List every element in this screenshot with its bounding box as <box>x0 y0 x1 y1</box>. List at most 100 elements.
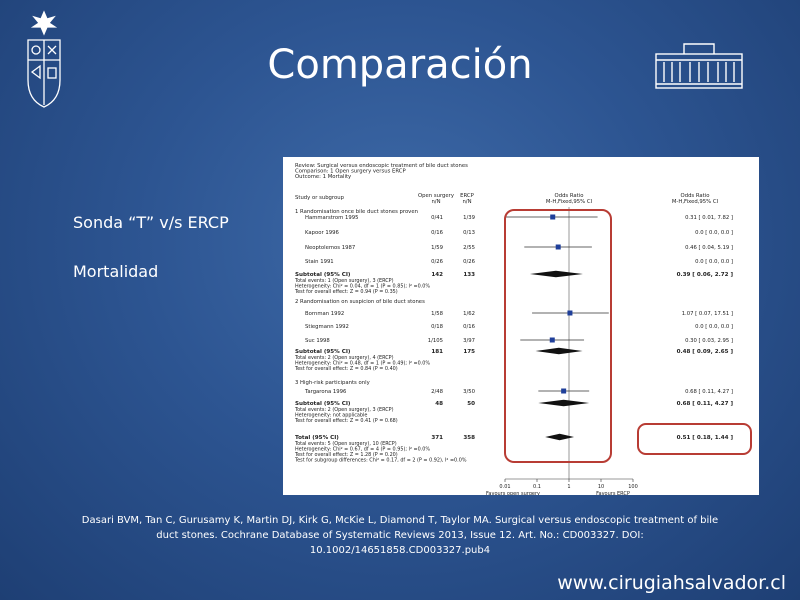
bullet-outcome: Mortalidad <box>73 262 159 281</box>
study-ercp-nn: 3/97 <box>463 338 475 344</box>
study-ercp-nn: 2/55 <box>463 245 475 251</box>
subgroup-title: 3 High-risk participants only <box>295 380 370 386</box>
total-note: Heterogeneity: Chi² = 0.67, df = 4 (P = … <box>295 447 430 453</box>
study-point-estimate <box>549 337 555 343</box>
forest-header-line: Review: Surgical versus endoscopic treat… <box>295 163 468 169</box>
study-open-nn: 0/26 <box>431 259 444 265</box>
subtotal-diamond <box>538 399 590 407</box>
study-name: Kapoor 1996 <box>305 230 339 236</box>
study-point-estimate <box>555 244 561 250</box>
x-axis-tick-label: 1 <box>567 484 570 490</box>
study-ercp-nn: 1/62 <box>463 311 475 317</box>
study-open-nn: 1/58 <box>431 311 444 317</box>
column-header-method: M-H,Fixed,95% CI <box>546 199 593 205</box>
study-open-nn: 1/105 <box>428 338 443 344</box>
subtotal-label: Subtotal (95% CI) <box>295 401 351 407</box>
subtotal-note: Heterogeneity: Chi² = 0.48, df = 1 (P = … <box>295 361 430 367</box>
subtotal-note: Total events: 2 (Open surgery), 4 (ERCP) <box>294 355 394 361</box>
study-point-estimate <box>550 214 556 220</box>
column-header-open-surgery: Open surgery <box>418 193 454 199</box>
study-point-estimate <box>567 310 573 316</box>
axis-favours-open-surgery: Favours open surgery <box>486 491 540 495</box>
study-open-nn: 0/41 <box>431 215 443 221</box>
study-open-nn: 2/48 <box>431 389 444 395</box>
forest-header-line: Comparison: 1 Open surgery versus ERCP <box>295 169 406 175</box>
column-header-odds-ratio: Odds Ratio <box>555 193 584 199</box>
forest-plot-figure: Review: Surgical versus endoscopic treat… <box>283 157 759 495</box>
subtotal-note: Test for overall effect: Z = 0.94 (P = 0… <box>294 289 398 295</box>
study-ercp-nn: 1/39 <box>463 215 475 221</box>
column-header-ercp-nn: n/N <box>462 199 471 205</box>
x-axis-tick-label: 0.1 <box>533 484 541 490</box>
subtotal-note: Total events: 1 (Open surgery), 3 (ERCP) <box>294 278 394 284</box>
subtotal-label: Subtotal (95% CI) <box>295 272 351 278</box>
study-name: Stiegmann 1992 <box>305 324 349 330</box>
subtotal-or-text: 0.68 [ 0.11, 4.27 ] <box>677 401 734 407</box>
study-ercp-nn: 0/16 <box>463 324 476 330</box>
total-diamond <box>545 433 575 441</box>
total-note: Total events: 5 (Open surgery), 10 (ERCP… <box>294 441 397 447</box>
study-or-text: 0.31 [ 0.01, 7.82 ] <box>685 215 733 221</box>
highlight-box-odds-ratio <box>504 209 612 463</box>
study-ercp-nn: 0/26 <box>463 259 476 265</box>
university-crest-logo <box>22 10 66 110</box>
subtotal-note: Heterogeneity: not applicable <box>295 413 367 419</box>
bullet-comparison: Sonda “T” v/s ERCP <box>73 213 229 232</box>
subtotal-open-n: 48 <box>435 401 443 407</box>
x-axis-tick-label: 10 <box>598 484 604 490</box>
x-axis-tick-label: 100 <box>628 484 638 490</box>
website-url: www.cirugiahsalvador.cl <box>557 572 786 594</box>
study-name: Targarona 1996 <box>304 389 347 395</box>
study-or-text: 0.0 [ 0.0, 0.0 ] <box>695 259 733 265</box>
column-header-method-text: M-H,Fixed,95% CI <box>672 199 719 205</box>
forest-header-line: Outcome: 1 Mortality <box>295 174 351 180</box>
citation-line-1: Dasari BVM, Tan C, Gurusamy K, Martin DJ… <box>81 515 719 526</box>
subtotal-or-text: 0.39 [ 0.06, 2.72 ] <box>677 272 734 278</box>
study-open-nn: 0/18 <box>431 324 444 330</box>
subtotal-note: Total events: 2 (Open surgery), 3 (ERCP) <box>294 407 394 413</box>
total-or-text: 0.51 [ 0.18, 1.44 ] <box>677 435 734 441</box>
study-or-text: 0.0 [ 0.0, 0.0 ] <box>695 324 733 330</box>
citation: Dasari BVM, Tan C, Gurusamy K, Martin DJ… <box>60 513 740 558</box>
citation-line-2: duct stones. Cochrane Database of System… <box>156 530 644 541</box>
study-or-text: 0.68 [ 0.11, 4.27 ] <box>685 389 733 395</box>
total-open-n: 371 <box>431 435 443 441</box>
slide-title: Comparación <box>267 42 533 88</box>
study-name: Stain 1991 <box>305 259 334 265</box>
total-note: Test for overall effect: Z = 1.28 (P = 0… <box>294 452 398 458</box>
study-name: Neoptolemos 1987 <box>305 245 355 251</box>
study-open-nn: 0/16 <box>431 230 444 236</box>
study-name: Bornman 1992 <box>305 311 344 317</box>
highlight-box-total-result <box>637 423 752 455</box>
column-header-odds-ratio-text: Odds Ratio <box>681 193 710 199</box>
column-header-study: Study or subgroup <box>295 195 345 201</box>
subtotal-diamond <box>535 347 583 355</box>
citation-line-3: 10.1002/14651858.CD003327.pub4 <box>309 545 491 556</box>
subtotal-open-n: 142 <box>431 272 443 278</box>
subgroup-title: 1 Randomisation once bile duct stones pr… <box>295 209 418 215</box>
subtotal-note: Test for overall effect: Z = 0.84 (P = 0… <box>294 366 398 372</box>
axis-favours-ercp: Favours ERCP <box>596 491 630 495</box>
study-ercp-nn: 0/13 <box>463 230 475 236</box>
subtotal-ercp-n: 133 <box>463 272 475 278</box>
column-header-open-nn: n/N <box>431 199 440 205</box>
subtotal-diamond <box>529 270 583 278</box>
subtotal-label: Subtotal (95% CI) <box>295 349 351 355</box>
study-or-text: 1.07 [ 0.07, 17.51 ] <box>682 311 733 317</box>
study-open-nn: 1/59 <box>431 245 443 251</box>
total-label: Total (95% CI) <box>295 435 339 441</box>
subgroup-title: 2 Randomisation on suspicion of bile duc… <box>295 299 425 305</box>
study-point-estimate <box>561 388 567 394</box>
column-header-ercp: ERCP <box>460 193 474 199</box>
study-or-text: 0.30 [ 0.03, 2.95 ] <box>685 338 733 344</box>
x-axis-tick-label: 0.01 <box>499 484 510 490</box>
forest-plot-svg: Review: Surgical versus endoscopic treat… <box>294 163 752 495</box>
study-name: Suc 1998 <box>305 338 330 344</box>
study-name: Hammarstrom 1995 <box>305 215 358 221</box>
total-ercp-n: 358 <box>463 435 475 441</box>
subtotal-note: Test for overall effect: Z = 0.41 (P = 0… <box>294 418 398 424</box>
study-ercp-nn: 3/50 <box>463 389 476 395</box>
subtotal-or-text: 0.48 [ 0.09, 2.65 ] <box>677 349 734 355</box>
study-or-text: 0.0 [ 0.0, 0.0 ] <box>695 230 733 236</box>
subtotal-ercp-n: 175 <box>463 349 475 355</box>
